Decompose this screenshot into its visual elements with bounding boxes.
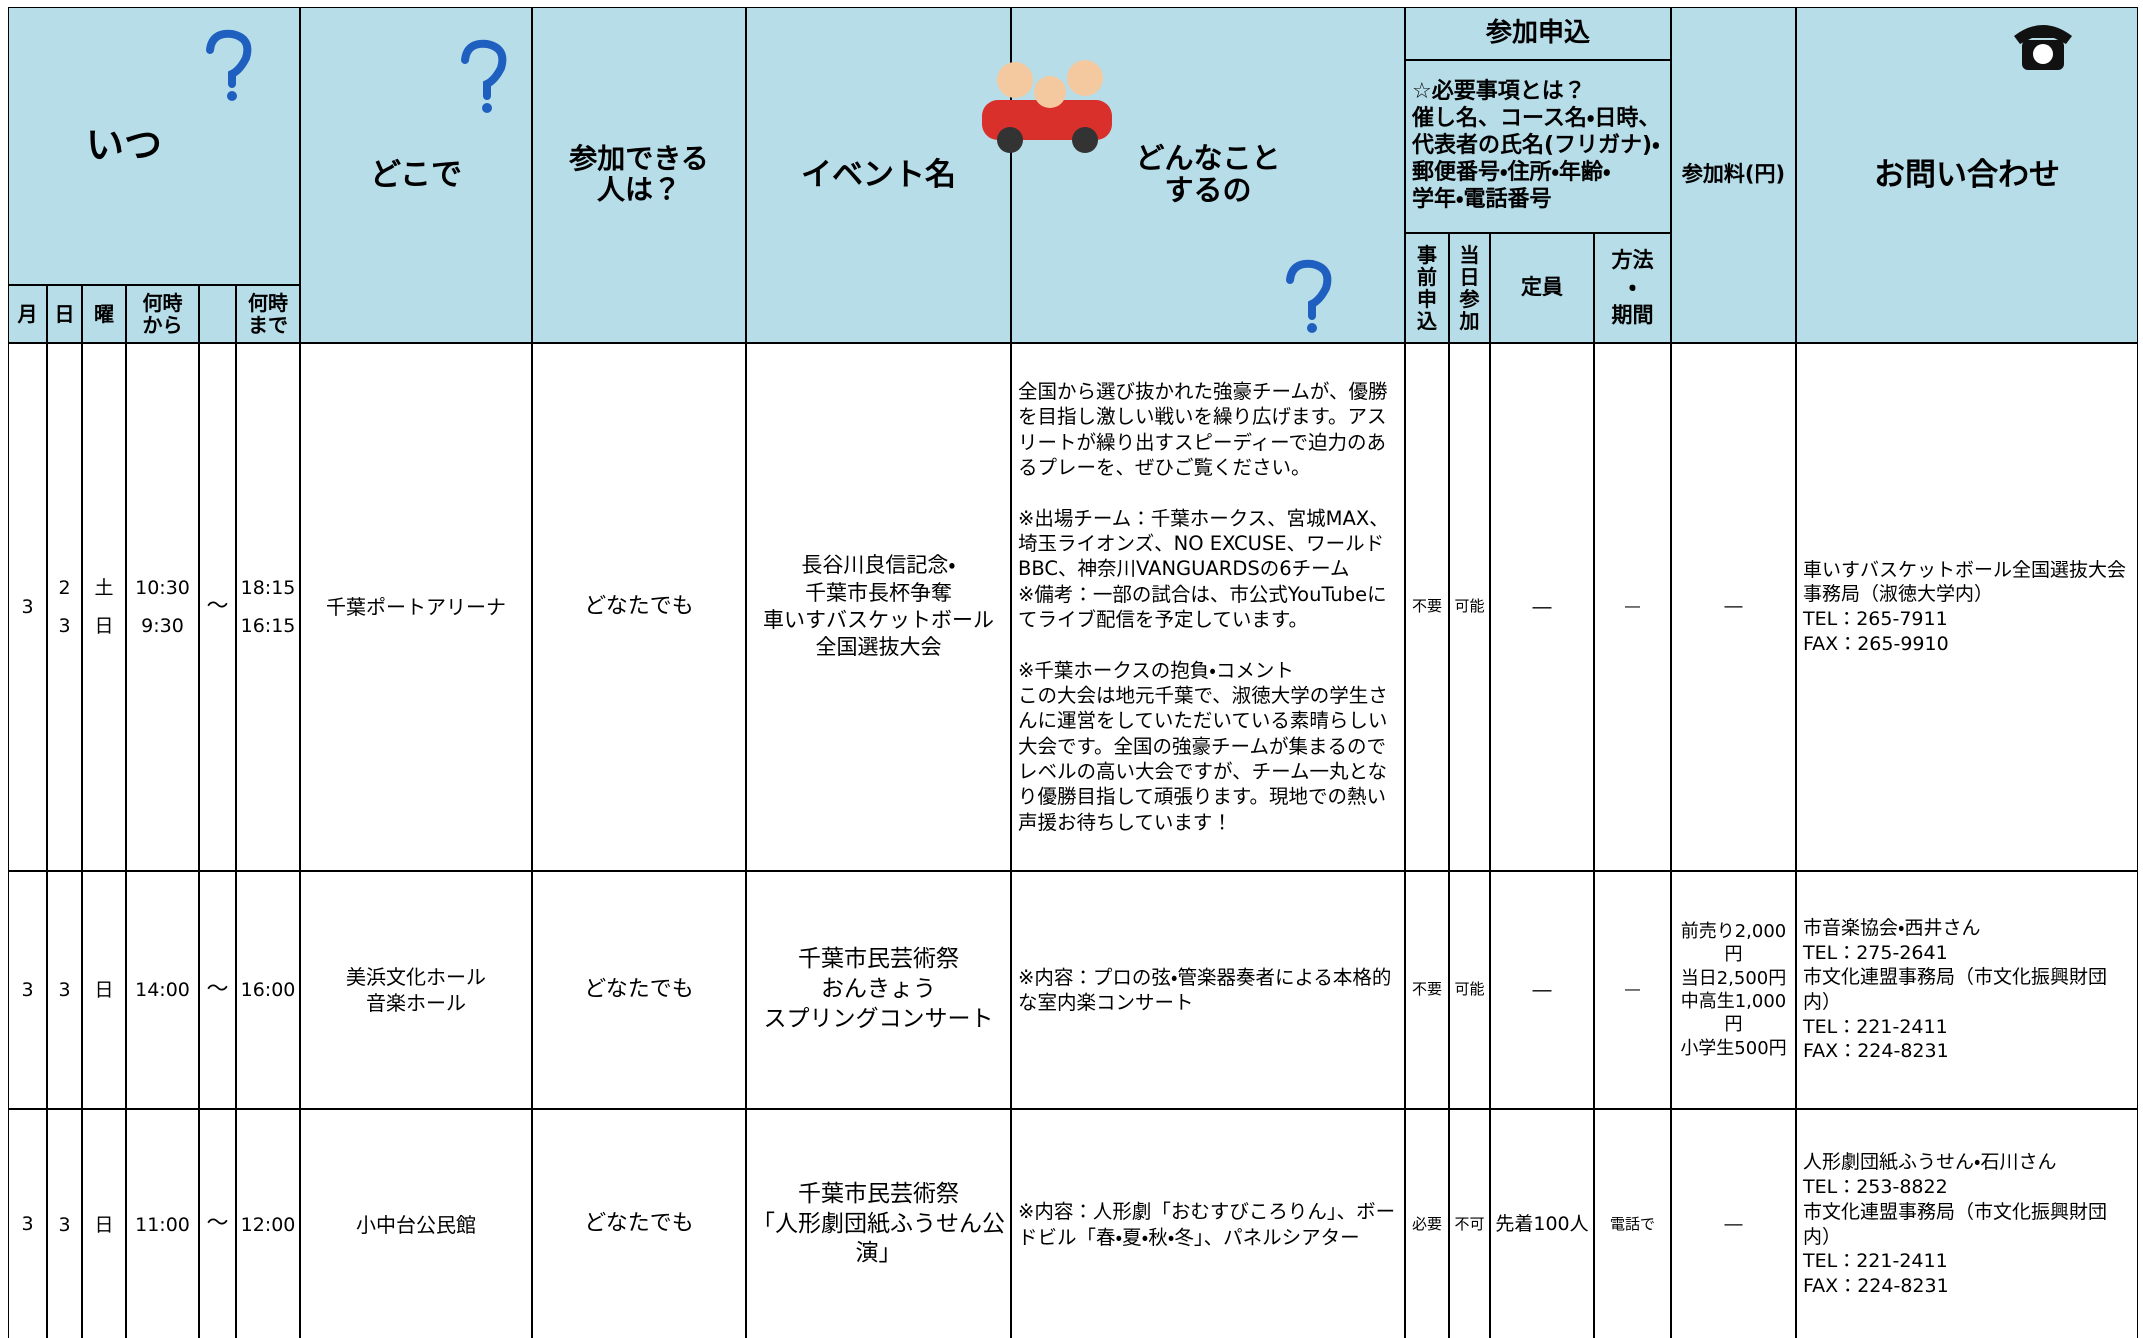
cell-where: 小中台公民館 bbox=[300, 1109, 532, 1338]
header-weekday: 曜 bbox=[82, 285, 126, 343]
header-blank bbox=[199, 285, 236, 343]
cell-weekday: 土 日 bbox=[82, 343, 126, 871]
cell-method: ― bbox=[1594, 343, 1671, 871]
header-where: どこで bbox=[300, 7, 532, 343]
cell-to: 12:00 bbox=[236, 1109, 300, 1338]
header-sameday: 当日参加 bbox=[1449, 233, 1490, 343]
cell-pre: 必要 bbox=[1405, 1109, 1449, 1338]
header-from: 何時 から bbox=[126, 285, 199, 343]
cell-contact: 市音楽協会・西井さん TEL：275-2641 市文化連盟事務局（市文化振興財団… bbox=[1796, 871, 2138, 1109]
cell-tilde: ～ bbox=[199, 1109, 236, 1338]
header-apply-note: ☆必要事項とは？ 催し名、コース名・日時、代表者の氏名(フリガナ)・郵便番号・住… bbox=[1405, 60, 1671, 233]
header-day: 日 bbox=[47, 285, 82, 343]
cell-tilde: ～ bbox=[199, 343, 236, 871]
cell-day: 3 bbox=[47, 1109, 82, 1338]
cell-pre: 不要 bbox=[1405, 343, 1449, 871]
cell-method: ― bbox=[1594, 871, 1671, 1109]
car-illustration bbox=[982, 60, 1112, 153]
phone-icon bbox=[2014, 25, 2072, 70]
cell-weekday: 日 bbox=[82, 871, 126, 1109]
cell-month: 3 bbox=[8, 871, 47, 1109]
question-icon bbox=[461, 39, 507, 113]
header-pre: 事前申込 bbox=[1405, 233, 1449, 343]
cell-from: 14:00 bbox=[126, 871, 199, 1109]
cell-who: どなたでも bbox=[532, 871, 746, 1109]
cell-what: ※内容：人形劇「おむすびころりん」、ボードビル「春・夏・秋・冬」、パネルシアター bbox=[1011, 1109, 1405, 1338]
header-when: いつ bbox=[8, 7, 300, 285]
cell-event: 千葉市民芸術祭 おんきょう スプリングコンサート bbox=[746, 871, 1011, 1109]
cell-sameday: 不可 bbox=[1449, 1109, 1490, 1338]
cell-what: 全国から選び抜かれた強豪チームが、優勝を目指し激しい戦いを繰り広げます。アスリー… bbox=[1011, 343, 1405, 871]
cell-to: 16:00 bbox=[236, 871, 300, 1109]
cell-weekday: 日 bbox=[82, 1109, 126, 1338]
header-fee: 参加料(円) bbox=[1671, 7, 1796, 343]
header-to: 何時 まで bbox=[236, 285, 300, 343]
header-event: イベント名 bbox=[746, 7, 1011, 343]
header-who: 参加できる 人は？ bbox=[532, 7, 746, 343]
cell-day: 3 bbox=[47, 871, 82, 1109]
cell-day: 2 3 bbox=[47, 343, 82, 871]
cell-where: 美浜文化ホール 音楽ホール bbox=[300, 871, 532, 1109]
cell-sameday: 可能 bbox=[1449, 871, 1490, 1109]
cell-pre: 不要 bbox=[1405, 871, 1449, 1109]
cell-tilde: ～ bbox=[199, 871, 236, 1109]
cell-contact: 車いすバスケットボール全国選抜大会事務局（淑徳大学内） TEL：265-7911… bbox=[1796, 343, 2138, 871]
cell-contact: 人形劇団紙ふうせん・石川さん TEL：253-8822 市文化連盟事務局（市文化… bbox=[1796, 1109, 2138, 1338]
header-contact: お問い合わせ bbox=[1796, 7, 2138, 343]
cell-fee: ― bbox=[1671, 343, 1796, 871]
cell-who: どなたでも bbox=[532, 1109, 746, 1338]
header-capacity: 定員 bbox=[1490, 233, 1594, 343]
question-icon bbox=[206, 29, 252, 101]
question-icon bbox=[1286, 259, 1332, 333]
cell-fee: 前売り2,000円 当日2,500円 中高生1,000円 小学生500円 bbox=[1671, 871, 1796, 1109]
cell-month: 3 bbox=[8, 1109, 47, 1338]
cell-to: 18:15 16:15 bbox=[236, 343, 300, 871]
cell-capacity: ― bbox=[1490, 343, 1594, 871]
cell-sameday: 可能 bbox=[1449, 343, 1490, 871]
cell-capacity: ― bbox=[1490, 871, 1594, 1109]
cell-fee: ― bbox=[1671, 1109, 1796, 1338]
cell-from: 10:30 9:30 bbox=[126, 343, 199, 871]
cell-event: 長谷川良信記念・ 千葉市長杯争奪 車いすバスケットボール 全国選抜大会 bbox=[746, 343, 1011, 871]
cell-where: 千葉ポートアリーナ bbox=[300, 343, 532, 871]
cell-event: 千葉市民芸術祭 「人形劇団紙ふうせん公演」 bbox=[746, 1109, 1011, 1338]
header-month: 月 bbox=[8, 285, 47, 343]
header-apply: 参加申込 bbox=[1405, 7, 1671, 60]
cell-month: 3 bbox=[8, 343, 47, 871]
cell-method: 電話で bbox=[1594, 1109, 1671, 1338]
cell-from: 11:00 bbox=[126, 1109, 199, 1338]
cell-who: どなたでも bbox=[532, 343, 746, 871]
cell-capacity: 先着100人 bbox=[1490, 1109, 1594, 1338]
header-method: 方法 ・ 期間 bbox=[1594, 233, 1671, 343]
cell-what: ※内容：プロの弦・管楽器奏者による本格的な室内楽コンサート bbox=[1011, 871, 1405, 1109]
